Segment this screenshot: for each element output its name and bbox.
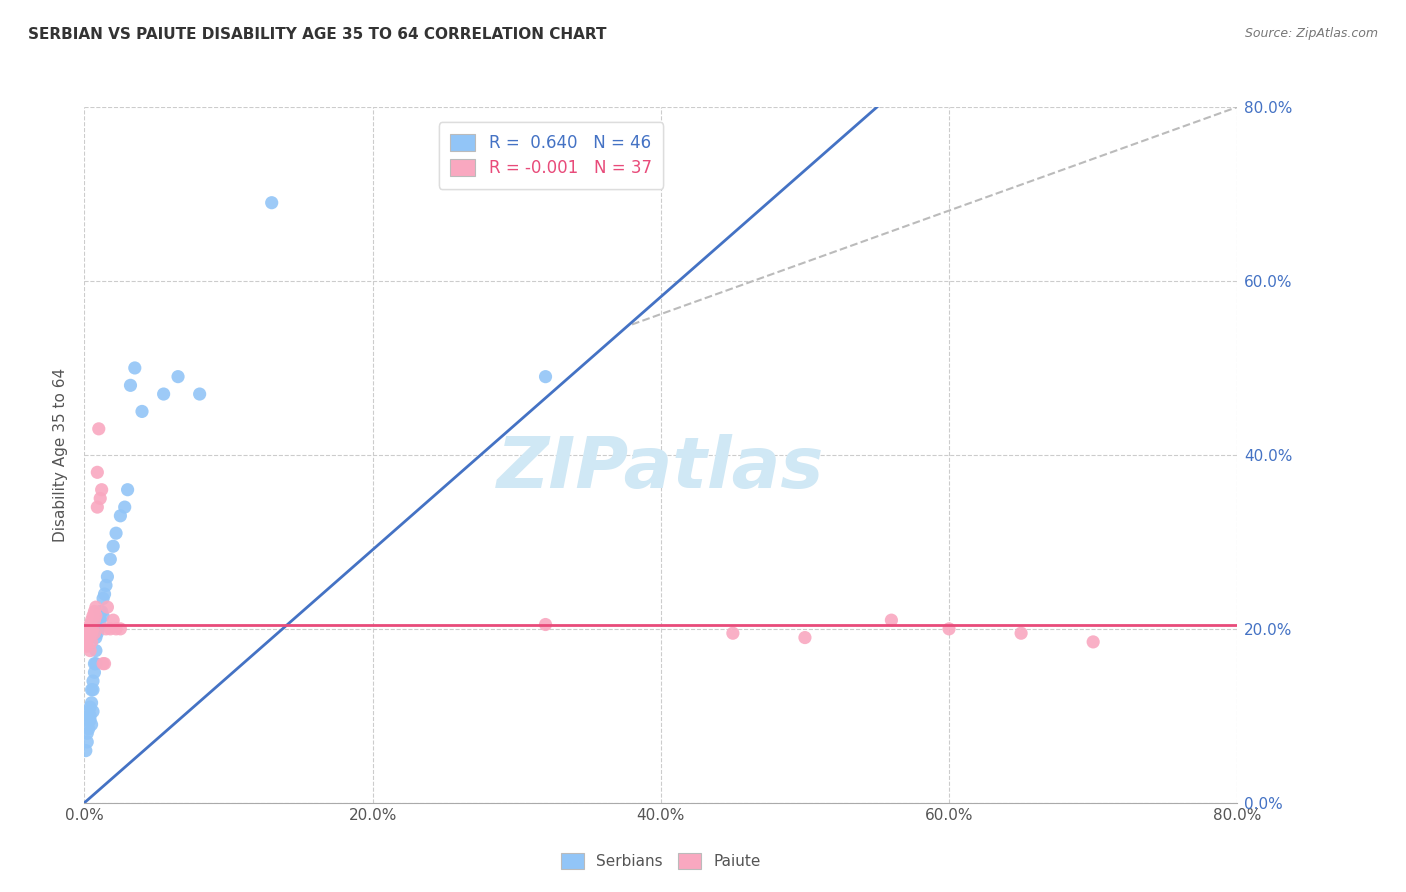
Point	[938, 622, 960, 636]
Point	[188, 387, 211, 401]
Point	[89, 613, 111, 627]
Point	[91, 591, 114, 606]
Point	[84, 600, 107, 615]
Point	[76, 735, 98, 749]
Point	[84, 657, 107, 671]
Point	[80, 717, 103, 731]
Point	[90, 605, 112, 619]
Point	[87, 617, 110, 632]
Point	[80, 613, 103, 627]
Text: Source: ZipAtlas.com: Source: ZipAtlas.com	[1244, 27, 1378, 40]
Point	[87, 422, 110, 436]
Point	[77, 722, 100, 736]
Point	[96, 570, 118, 584]
Point	[721, 626, 744, 640]
Point	[124, 360, 146, 375]
Point	[86, 500, 108, 514]
Point	[94, 622, 117, 636]
Legend: R =  0.640   N = 46, R = -0.001   N = 37: R = 0.640 N = 46, R = -0.001 N = 37	[439, 122, 664, 189]
Point	[79, 700, 101, 714]
Text: ZIPatlas: ZIPatlas	[498, 434, 824, 503]
Point	[167, 369, 190, 384]
Point	[534, 369, 557, 384]
Point	[83, 605, 105, 619]
Point	[131, 404, 153, 418]
Point	[77, 705, 100, 719]
Point	[79, 643, 101, 657]
Point	[77, 622, 100, 636]
Y-axis label: Disability Age 35 to 64: Disability Age 35 to 64	[53, 368, 69, 542]
Point	[89, 605, 111, 619]
Point	[89, 491, 111, 506]
Point	[90, 483, 112, 497]
Point	[75, 635, 97, 649]
Point	[105, 622, 128, 636]
Point	[91, 608, 114, 623]
Point	[1083, 635, 1105, 649]
Point	[117, 483, 139, 497]
Point	[880, 613, 903, 627]
Point	[105, 526, 128, 541]
Point	[260, 195, 283, 210]
Point	[86, 622, 108, 636]
Point	[110, 622, 132, 636]
Point	[152, 387, 174, 401]
Point	[79, 617, 101, 632]
Point	[534, 617, 557, 632]
Point	[110, 508, 132, 523]
Text: SERBIAN VS PAIUTE DISABILITY AGE 35 TO 64 CORRELATION CHART: SERBIAN VS PAIUTE DISABILITY AGE 35 TO 6…	[28, 27, 606, 42]
Point	[76, 626, 98, 640]
Point	[79, 708, 101, 723]
Point	[1010, 626, 1032, 640]
Point	[103, 613, 125, 627]
Point	[120, 378, 142, 392]
Point	[77, 631, 100, 645]
Point	[77, 713, 100, 727]
Point	[114, 500, 136, 514]
Point	[80, 682, 103, 697]
Point	[84, 631, 107, 645]
Legend: Serbians, Paiute: Serbians, Paiute	[555, 847, 766, 875]
Point	[76, 639, 98, 653]
Point	[84, 608, 107, 623]
Point	[86, 626, 108, 640]
Point	[76, 726, 98, 740]
Point	[96, 600, 118, 615]
Point	[83, 626, 105, 640]
Point	[87, 622, 110, 636]
Point	[83, 665, 105, 680]
Point	[75, 744, 97, 758]
Point	[98, 552, 121, 566]
Point	[80, 626, 103, 640]
Point	[83, 613, 105, 627]
Point	[91, 657, 114, 671]
Point	[103, 539, 125, 553]
Point	[93, 587, 115, 601]
Point	[82, 682, 104, 697]
Point	[82, 608, 104, 623]
Point	[79, 713, 101, 727]
Point	[80, 696, 103, 710]
Point	[80, 635, 103, 649]
Point	[794, 631, 817, 645]
Point	[94, 578, 117, 592]
Point	[82, 674, 104, 689]
Point	[86, 466, 108, 480]
Point	[84, 643, 107, 657]
Point	[83, 657, 105, 671]
Point	[98, 622, 121, 636]
Point	[93, 657, 115, 671]
Point	[82, 622, 104, 636]
Point	[82, 705, 104, 719]
